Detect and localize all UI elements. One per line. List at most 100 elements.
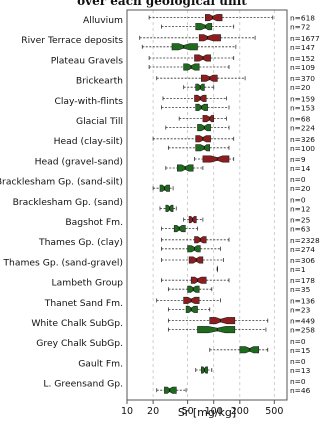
- unit-label: Thanet Sand Fm.: [44, 298, 123, 309]
- green-box-body: [197, 326, 236, 334]
- green-box: [156, 386, 187, 394]
- green-box: [167, 305, 211, 313]
- unit-label: Thames Gp. (sand-gravel): [2, 257, 123, 268]
- red-box-body: [209, 317, 236, 325]
- count-label-red: n=25: [290, 216, 311, 225]
- red-box-body: [202, 155, 230, 163]
- x-tick-label: 20: [147, 406, 159, 417]
- green-box-body: [164, 386, 177, 394]
- green-box: [167, 144, 230, 152]
- unit-label: Lambeth Group: [52, 278, 124, 289]
- count-label-green: n=20: [290, 184, 311, 193]
- count-label-green: n=15: [290, 346, 311, 355]
- green-box: [161, 245, 221, 253]
- count-label-red: n=0: [290, 195, 306, 204]
- count-label-red: n=178: [290, 276, 315, 285]
- count-label-red: n=306: [290, 256, 315, 265]
- red-box: [148, 14, 274, 22]
- green-box-body: [187, 245, 201, 253]
- green-box: [209, 346, 269, 354]
- red-box: [161, 276, 230, 284]
- green-box-body: [195, 23, 213, 31]
- x-axis-label: Sr [mg/kg]: [178, 406, 236, 419]
- red-box-body: [190, 276, 207, 284]
- unit-label: Brickearth: [76, 76, 123, 87]
- unit-label: White Chalk SubGp.: [31, 318, 123, 329]
- red-box: [148, 54, 235, 62]
- count-label-red: n=370: [290, 74, 315, 83]
- count-label-green: n=63: [290, 225, 311, 234]
- red-box: [156, 296, 221, 304]
- count-label-green: n=20: [290, 83, 311, 92]
- x-axis: 10 20 50 100 200 500: [121, 400, 283, 417]
- count-label-red: n=159: [290, 94, 315, 103]
- count-label-red: n=9: [290, 155, 306, 164]
- count-label-red: n=2328: [290, 236, 320, 245]
- unit-label: Bracklesham Gp. (sand-silt): [0, 177, 123, 188]
- x-tick-label: 50: [182, 406, 194, 417]
- red-box: [167, 317, 269, 325]
- count-label-green: n=224: [290, 124, 315, 133]
- box-series: [139, 14, 274, 394]
- count-label-green: n=153: [290, 103, 315, 112]
- unit-label: L. Greensand Gp.: [43, 379, 123, 390]
- count-label-green: n=35: [290, 285, 311, 294]
- unit-label: Head (clay-silt): [54, 136, 123, 147]
- unit-label: Bagshot Fm.: [65, 217, 123, 228]
- red-box: [162, 94, 227, 102]
- count-label-green: n=46: [290, 386, 311, 395]
- count-label-green: n=258: [290, 326, 315, 335]
- unit-label: Bracklesham Gp. (sand): [13, 197, 123, 208]
- red-box: [178, 115, 227, 123]
- count-label-red: n=0: [290, 337, 306, 346]
- x-tick-label: 200: [231, 406, 249, 417]
- count-label-green: n=109: [290, 63, 315, 72]
- red-box: [156, 74, 246, 82]
- count-label-red: n=449: [290, 317, 315, 326]
- green-box: [152, 184, 174, 192]
- green-box-body: [195, 144, 210, 152]
- green-box: [159, 204, 177, 212]
- count-label-red: n=0: [290, 357, 306, 366]
- green-box: [161, 23, 235, 31]
- red-box-body: [198, 34, 221, 42]
- green-box: [165, 164, 204, 172]
- count-label-green: n=100: [290, 144, 315, 153]
- green-box-body: [171, 43, 198, 51]
- count-label-red: n=152: [290, 54, 315, 63]
- chart-title: over each geological unit: [77, 0, 247, 8]
- green-box: [161, 103, 230, 111]
- green-box: [195, 366, 213, 374]
- green-box-body: [173, 225, 186, 233]
- green-box: [165, 124, 230, 132]
- count-labels: n=618n=72n=1677n=147n=152n=109n=370n=20n…: [290, 14, 320, 396]
- plot-frame: [126, 9, 288, 401]
- count-label-green: n=12: [290, 204, 310, 213]
- x-tick-label: 10: [121, 406, 133, 417]
- red-box: [194, 155, 235, 163]
- count-label-red: n=326: [290, 135, 315, 144]
- green-box: [161, 225, 198, 233]
- unit-labels: Alluvium River Terrace deposits Plateau Gr…: [0, 15, 123, 390]
- green-box: [167, 285, 213, 293]
- unit-label: Alluvium: [83, 15, 123, 26]
- count-label-red: n=0: [290, 175, 306, 184]
- count-label-red: n=136: [290, 296, 315, 305]
- x-tick-label: 500: [265, 406, 283, 417]
- count-label-red: n=618: [290, 14, 315, 23]
- red-box: [152, 135, 235, 143]
- unit-label: Plateau Gravels: [51, 55, 124, 66]
- count-label-red: n=0: [290, 377, 306, 386]
- unit-label: Head (gravel-sand): [35, 156, 123, 167]
- count-label-green: n=14: [290, 164, 311, 173]
- unit-label: Glacial Till: [76, 116, 123, 127]
- red-box: [183, 216, 204, 224]
- green-box: [148, 63, 230, 71]
- unit-label: Grey Chalk SubGp.: [36, 338, 123, 349]
- count-label-green: n=13: [290, 366, 311, 375]
- unit-label: Clay-with-flints: [54, 96, 123, 107]
- count-label-green: n=1: [290, 265, 306, 274]
- unit-label: Thames Gp. (clay): [38, 237, 123, 248]
- unit-label: River Terrace deposits: [21, 35, 123, 46]
